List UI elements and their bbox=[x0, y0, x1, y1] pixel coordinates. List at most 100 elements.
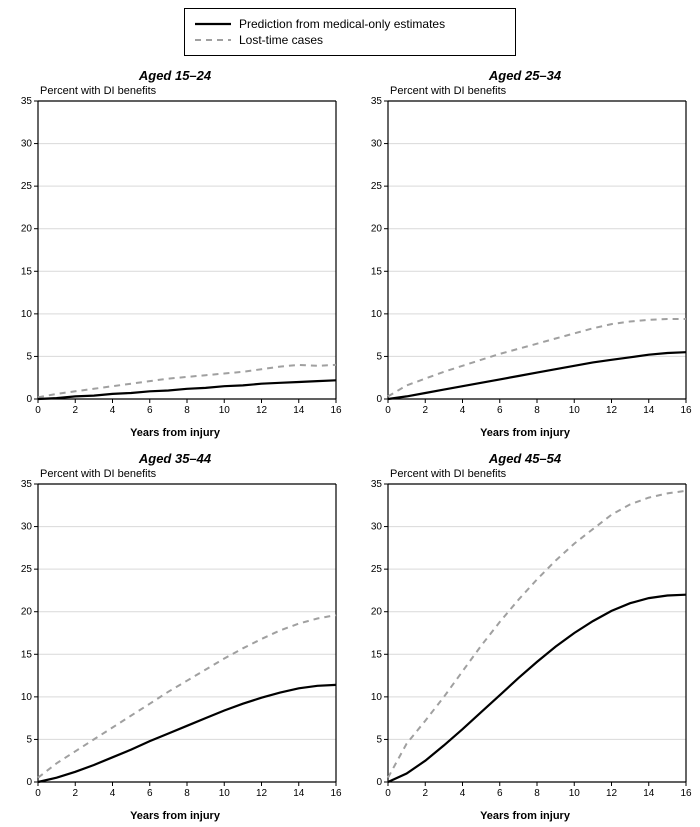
series-lost-time bbox=[38, 365, 336, 397]
svg-text:35: 35 bbox=[371, 97, 383, 107]
svg-text:10: 10 bbox=[21, 692, 33, 703]
svg-text:12: 12 bbox=[256, 788, 268, 799]
svg-text:30: 30 bbox=[21, 139, 33, 150]
legend: Prediction from medical-only estimates L… bbox=[184, 8, 516, 56]
chart-svg: 0 5 10 15 20 25 30 35 0 2 4 6 8 10 12 14 16 bbox=[4, 97, 346, 427]
svg-text:10: 10 bbox=[569, 788, 581, 799]
svg-text:20: 20 bbox=[371, 607, 383, 618]
x-axis-label: Years from injury bbox=[4, 810, 346, 822]
svg-text:4: 4 bbox=[110, 405, 116, 416]
series-prediction bbox=[388, 595, 686, 782]
svg-text:10: 10 bbox=[371, 692, 383, 703]
svg-text:6: 6 bbox=[497, 788, 503, 799]
svg-text:10: 10 bbox=[219, 405, 231, 416]
legend-label-series2: Lost-time cases bbox=[239, 33, 323, 47]
svg-text:35: 35 bbox=[21, 480, 33, 490]
svg-text:0: 0 bbox=[385, 788, 391, 799]
svg-text:16: 16 bbox=[680, 405, 692, 416]
svg-text:15: 15 bbox=[371, 649, 383, 660]
svg-text:4: 4 bbox=[110, 788, 116, 799]
svg-text:10: 10 bbox=[371, 309, 383, 320]
legend-swatch-dashed bbox=[195, 33, 231, 47]
panel-p15: Aged 15–24Percent with DI benefits051015… bbox=[0, 60, 350, 443]
svg-text:14: 14 bbox=[293, 405, 305, 416]
svg-text:0: 0 bbox=[35, 788, 41, 799]
svg-text:6: 6 bbox=[147, 405, 153, 416]
svg-text:5: 5 bbox=[376, 351, 382, 362]
svg-text:15: 15 bbox=[371, 266, 383, 277]
svg-text:30: 30 bbox=[21, 522, 33, 533]
panel-title: Aged 45–54 bbox=[354, 451, 696, 466]
chart-svg: 0 5 10 15 20 25 30 35 0 2 4 6 8 10 12 14 16 bbox=[4, 480, 346, 810]
y-axis-label: Percent with DI benefits bbox=[40, 468, 346, 480]
svg-text:10: 10 bbox=[569, 405, 581, 416]
svg-text:8: 8 bbox=[534, 788, 540, 799]
panel-p25: Aged 25–34 Percent with DI benefits 0 5 10 15… bbox=[350, 60, 700, 443]
legend-label-series1: Prediction from medical-only estimates bbox=[239, 17, 445, 31]
svg-text:2: 2 bbox=[422, 405, 428, 416]
svg-text:0: 0 bbox=[26, 777, 32, 788]
panel-p35: Aged 35–44 Percent with DI benefits 0 5 10 15… bbox=[0, 443, 350, 826]
svg-text:20: 20 bbox=[371, 224, 383, 235]
svg-text:30: 30 bbox=[371, 139, 383, 150]
svg-text:8: 8 bbox=[184, 405, 190, 416]
svg-text:14: 14 bbox=[293, 788, 305, 799]
x-axis-label: Years from injury bbox=[354, 810, 696, 822]
chart-svg: 0 5 10 15 20 25 30 35 0 2 4 6 8 10 12 14 16 bbox=[354, 97, 696, 427]
svg-text:16: 16 bbox=[680, 788, 692, 799]
svg-text:8: 8 bbox=[534, 405, 540, 416]
svg-text:25: 25 bbox=[21, 181, 33, 192]
svg-text:14: 14 bbox=[643, 405, 655, 416]
svg-text:0: 0 bbox=[26, 394, 32, 405]
svg-text:20: 20 bbox=[21, 607, 33, 618]
panel-title: Aged 25–34 bbox=[354, 68, 696, 83]
y-axis-label: Percent with DI benefits bbox=[390, 468, 696, 480]
svg-text:12: 12 bbox=[256, 405, 268, 416]
svg-text:2: 2 bbox=[422, 788, 428, 799]
svg-text:4: 4 bbox=[460, 788, 466, 799]
svg-text:0: 0 bbox=[385, 405, 391, 416]
svg-text:35: 35 bbox=[371, 480, 383, 490]
series-prediction bbox=[38, 685, 336, 782]
svg-text:5: 5 bbox=[26, 734, 32, 745]
svg-text:0: 0 bbox=[35, 405, 41, 416]
svg-text:15: 15 bbox=[21, 266, 33, 277]
svg-text:8: 8 bbox=[184, 788, 190, 799]
chart-grid: Aged 15–24Percent with DI benefits051015… bbox=[0, 60, 700, 826]
svg-text:10: 10 bbox=[21, 309, 33, 320]
svg-text:6: 6 bbox=[147, 788, 153, 799]
svg-text:0: 0 bbox=[376, 394, 382, 405]
svg-text:0: 0 bbox=[376, 777, 382, 788]
svg-text:30: 30 bbox=[371, 522, 383, 533]
svg-text:25: 25 bbox=[371, 181, 383, 192]
legend-row-series2: Lost-time cases bbox=[195, 33, 505, 47]
x-axis-label: Years from injury bbox=[4, 427, 346, 439]
svg-text:15: 15 bbox=[21, 649, 33, 660]
x-axis-label: Years from injury bbox=[354, 427, 696, 439]
svg-text:2: 2 bbox=[72, 788, 78, 799]
svg-text:16: 16 bbox=[330, 788, 342, 799]
chart-svg: 0 5 10 15 20 25 30 35 0 2 4 6 8 10 12 14 16 bbox=[354, 480, 696, 810]
svg-text:6: 6 bbox=[497, 405, 503, 416]
svg-text:14: 14 bbox=[643, 788, 655, 799]
svg-text:25: 25 bbox=[371, 564, 383, 575]
svg-text:35: 35 bbox=[21, 97, 33, 107]
legend-swatch-solid bbox=[195, 17, 231, 31]
y-axis-label: Percent with DI benefits bbox=[390, 85, 696, 97]
svg-text:12: 12 bbox=[606, 405, 618, 416]
series-lost-time bbox=[388, 319, 686, 396]
svg-text:12: 12 bbox=[606, 788, 618, 799]
svg-text:2: 2 bbox=[72, 405, 78, 416]
svg-text:10: 10 bbox=[219, 788, 231, 799]
svg-text:20: 20 bbox=[21, 224, 33, 235]
svg-text:4: 4 bbox=[460, 405, 466, 416]
series-lost-time bbox=[388, 491, 686, 778]
svg-text:25: 25 bbox=[21, 564, 33, 575]
panel-title: Aged 35–44 bbox=[4, 451, 346, 466]
svg-text:16: 16 bbox=[330, 405, 342, 416]
panel-p45: Aged 45–54 Percent with DI benefits 0 5 10 15… bbox=[350, 443, 700, 826]
legend-row-series1: Prediction from medical-only estimates bbox=[195, 17, 505, 31]
svg-text:5: 5 bbox=[26, 351, 32, 362]
svg-text:5: 5 bbox=[376, 734, 382, 745]
y-axis-label: Percent with DI benefits bbox=[40, 85, 346, 97]
